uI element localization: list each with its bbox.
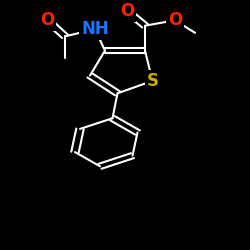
Text: O: O <box>168 11 182 29</box>
Text: NH: NH <box>81 20 109 38</box>
Text: S: S <box>146 72 158 90</box>
Text: O: O <box>40 11 54 29</box>
Text: O: O <box>120 2 134 21</box>
